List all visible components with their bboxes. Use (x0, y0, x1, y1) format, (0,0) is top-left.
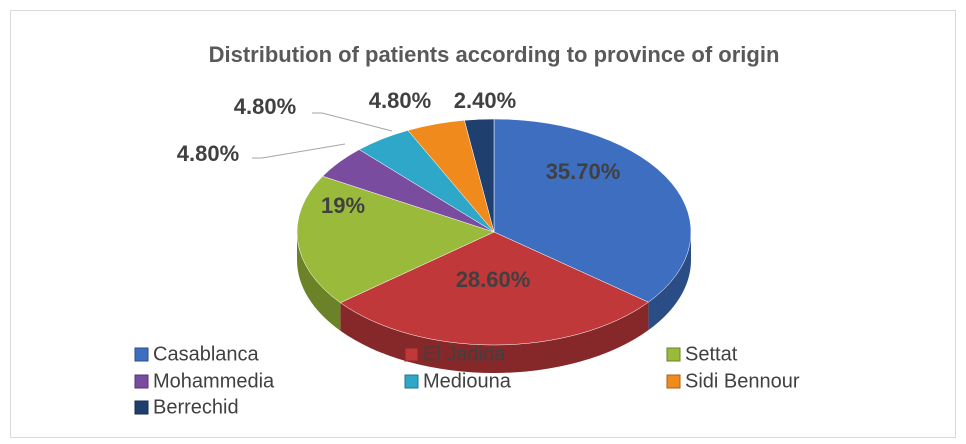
slice-side (648, 232, 691, 331)
data-label: 4.80% (369, 88, 431, 113)
legend-label: Sidi Bennour (685, 370, 800, 392)
slice (493, 118, 692, 303)
legend-swatch (134, 400, 149, 415)
legend-label: Casablanca (153, 343, 260, 365)
slice-side (297, 232, 341, 331)
data-label: 4.80% (234, 94, 296, 119)
legend-swatch (666, 374, 681, 389)
legend-label: Mediouna (423, 370, 512, 392)
legend-label: Mohammedia (153, 370, 275, 392)
legend-swatch (404, 347, 419, 362)
legend-swatch (134, 374, 149, 389)
legend-label: Berrechid (153, 396, 239, 418)
chart-title: Distribution of patients according to pr… (209, 42, 780, 67)
legend-swatch (404, 374, 419, 389)
legend-swatch (134, 347, 149, 362)
slice (339, 231, 649, 346)
slice (464, 118, 495, 233)
data-label: 19% (321, 193, 365, 218)
slice (296, 175, 495, 304)
legend-label: El Jadida (423, 343, 506, 365)
data-label: 35.70% (546, 159, 621, 184)
legend-swatch (666, 347, 681, 362)
data-label: 4.80% (177, 141, 239, 166)
leader-line (252, 143, 346, 159)
legend-label: Settat (685, 343, 738, 365)
leader-line (312, 112, 393, 132)
data-label: 2.40% (454, 88, 516, 113)
data-label: 28.60% (456, 267, 531, 292)
